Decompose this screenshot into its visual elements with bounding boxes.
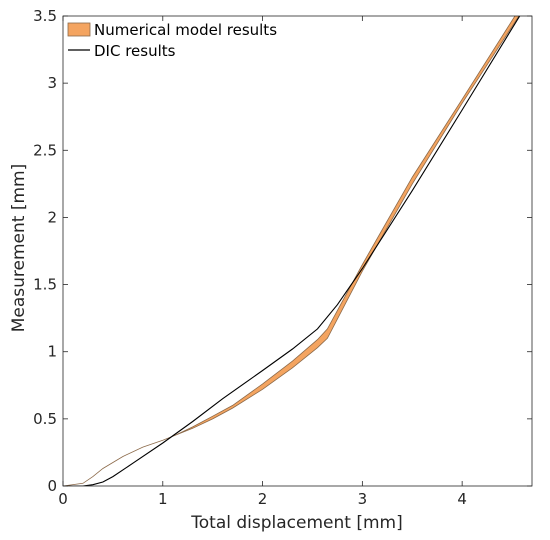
- x-tick-label: 2: [258, 490, 268, 508]
- series-line-dic: [63, 16, 521, 486]
- y-tick-label: 2: [47, 208, 57, 226]
- y-axis-label: Measurement [mm]: [9, 164, 29, 333]
- y-tick-label: 2.5: [33, 141, 57, 159]
- x-tick-label: 3: [358, 490, 368, 508]
- legend-swatch-numerical-model: [67, 22, 91, 37]
- y-tick-label: 3: [47, 74, 57, 92]
- legend-label-numerical-model: Numerical model results: [94, 21, 277, 39]
- y-tick-label: 0: [47, 477, 57, 495]
- plot-clip-group: [63, 16, 521, 486]
- x-tick-label: 0: [58, 490, 68, 508]
- legend: Numerical model results DIC results: [67, 21, 277, 60]
- x-tick-label: 4: [457, 490, 467, 508]
- y-tick-label: 1: [47, 343, 57, 361]
- legend-label-dic: DIC results: [94, 42, 176, 60]
- y-tick-label: 1.5: [33, 276, 57, 294]
- plot-area: [63, 16, 521, 486]
- axes-box: [62, 15, 533, 487]
- axes: 0 1 2 3 4 0 0.5 1 1.5 2 2.5 3 3.5: [33, 7, 533, 508]
- x-axis-label: Total displacement [mm]: [190, 513, 402, 533]
- series-band-numerical-model: [63, 16, 520, 486]
- y-tick-label: 0.5: [33, 410, 57, 428]
- x-tick-label: 1: [158, 490, 168, 508]
- y-tick-label: 3.5: [33, 7, 57, 25]
